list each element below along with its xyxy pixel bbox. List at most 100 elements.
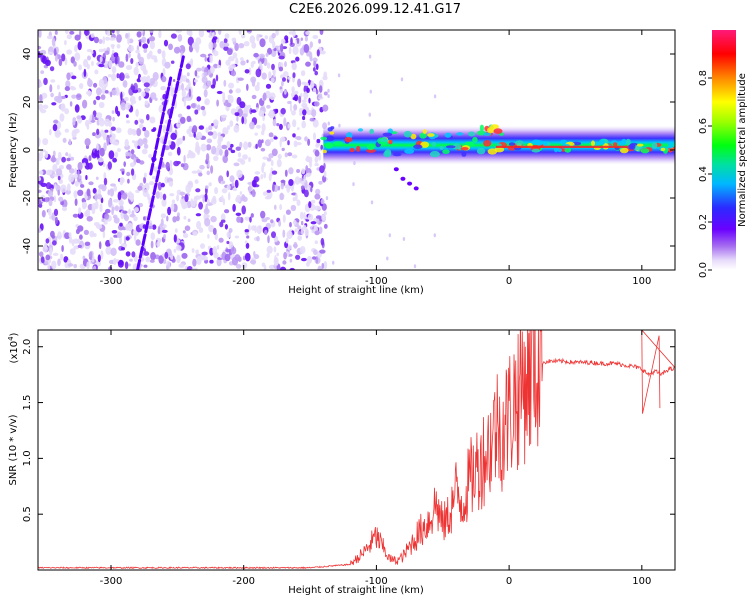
noise-speck — [271, 148, 278, 157]
noise-speck — [253, 250, 256, 257]
noise-speck — [200, 53, 207, 58]
noise-speck — [164, 120, 169, 124]
noise-speck — [97, 193, 103, 200]
noise-speck — [211, 198, 217, 205]
noise-speck — [220, 213, 226, 222]
noise-speck — [235, 146, 241, 151]
noise-speck — [69, 85, 75, 90]
signal-blob — [628, 143, 636, 150]
noise-speck — [66, 34, 72, 40]
noise-speck — [286, 230, 293, 239]
noise-speck — [233, 124, 240, 133]
noise-speck — [102, 133, 107, 141]
noise-speck — [268, 132, 274, 138]
noise-speck — [203, 71, 208, 77]
signal-blob — [660, 147, 666, 152]
noise-speck — [254, 225, 257, 234]
noise-speck — [112, 214, 118, 219]
snr-series-line — [38, 330, 675, 570]
noise-speck — [150, 55, 158, 60]
y-tick-label: 0.5 — [22, 506, 33, 522]
noise-speck — [64, 57, 68, 66]
noise-speck — [267, 235, 270, 244]
noise-speck — [61, 156, 66, 163]
noise-speck — [235, 212, 242, 216]
noise-speck — [274, 254, 277, 264]
noise-speck — [187, 36, 194, 46]
noise-speck — [276, 252, 280, 257]
noise-speck — [249, 35, 256, 44]
noise-speck — [143, 264, 148, 268]
noise-speck — [104, 50, 110, 55]
noise-speck — [125, 65, 133, 70]
noise-speck — [200, 105, 206, 111]
noise-speck — [91, 60, 94, 67]
noise-speck — [213, 63, 219, 69]
noise-speck — [228, 82, 235, 89]
noise-speck — [191, 248, 195, 253]
noise-speck — [306, 155, 310, 162]
noise-speck — [180, 116, 186, 124]
noise-speck — [162, 68, 166, 77]
noise-speck — [323, 211, 327, 216]
noise-speck — [44, 197, 49, 203]
noise-speck — [141, 91, 146, 98]
noise-speck — [313, 67, 316, 72]
snr-x-axis-label: Height of straight line (km) — [288, 585, 424, 596]
noise-speck — [168, 181, 174, 187]
noise-speck — [213, 155, 219, 161]
noise-speck — [38, 151, 44, 160]
noise-speck — [85, 175, 88, 180]
noise-speck — [192, 231, 198, 236]
noise-speck — [316, 49, 320, 57]
noise-speck — [118, 61, 125, 68]
x-tick-label: -200 — [232, 276, 255, 287]
noise-speck — [157, 48, 162, 54]
noise-speck — [196, 255, 202, 265]
noise-speck — [306, 109, 313, 116]
noise-speck — [299, 47, 305, 56]
noise-speck — [68, 173, 75, 183]
noise-speck — [249, 259, 257, 265]
noise-speck — [246, 30, 251, 33]
noise-speck — [195, 249, 199, 255]
noise-speck — [207, 234, 210, 239]
noise-speck — [250, 109, 257, 113]
noise-speck — [186, 115, 192, 123]
signal-blob — [325, 142, 333, 149]
noise-speck — [134, 207, 139, 213]
noise-speck — [138, 40, 142, 47]
noise-speck — [69, 168, 75, 174]
noise-speck — [271, 32, 276, 39]
noise-speck — [176, 138, 180, 147]
noise-speck — [319, 165, 325, 174]
noise-speck — [109, 188, 115, 197]
noise-speck — [130, 85, 136, 91]
noise-speck — [321, 203, 327, 211]
noise-speck — [124, 261, 129, 270]
noise-speck — [220, 219, 226, 223]
noise-speck — [190, 103, 196, 109]
noise-speck — [255, 143, 258, 149]
noise-speck — [292, 133, 296, 138]
noise-speck — [99, 56, 103, 63]
noise-speck — [99, 147, 105, 157]
noise-speck — [250, 61, 254, 68]
noise-speck — [137, 138, 144, 147]
noise-speck — [279, 89, 284, 94]
noise-speck — [201, 76, 208, 84]
signal-blob — [599, 139, 605, 146]
noise-speck — [160, 213, 166, 219]
noise-speck — [84, 241, 91, 246]
noise-speck — [96, 87, 102, 96]
noise-speck — [143, 216, 146, 221]
noise-speck — [169, 193, 175, 197]
noise-speck — [39, 94, 43, 103]
noise-speck — [302, 109, 307, 116]
stray-speck — [332, 260, 335, 265]
noise-speck — [95, 95, 101, 101]
noise-speck — [164, 61, 171, 69]
noise-speck — [195, 37, 202, 45]
noise-speck — [283, 251, 287, 260]
noise-speck — [294, 90, 299, 95]
